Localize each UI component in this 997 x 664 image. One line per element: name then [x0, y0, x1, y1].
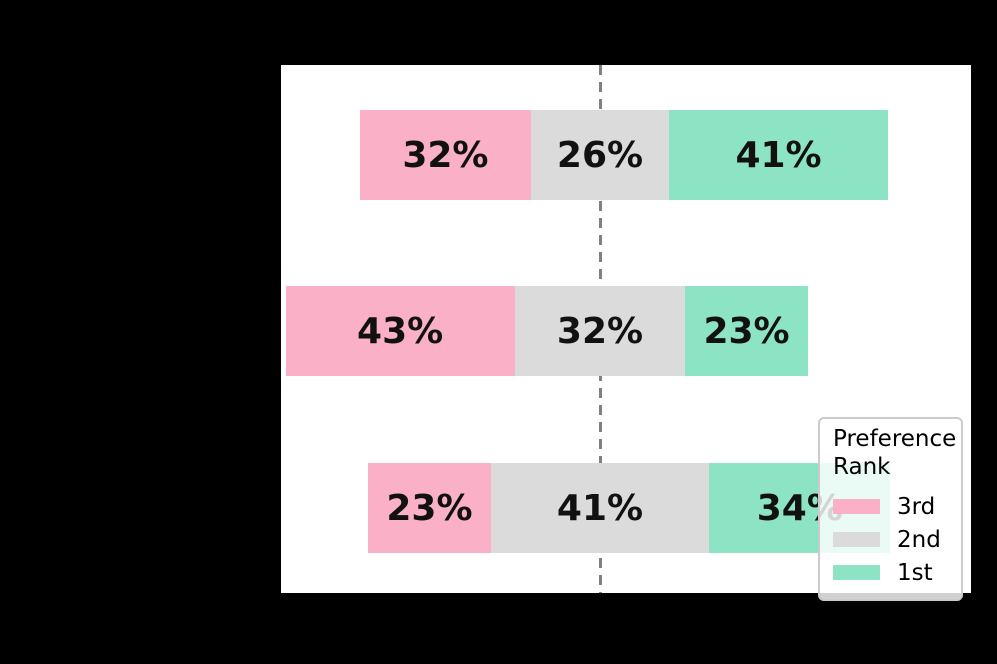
legend-swatch-icon: [833, 532, 880, 547]
legend-item-label: 2nd: [897, 526, 941, 553]
bar-segment-label: 43%: [357, 310, 444, 352]
legend-item-label: 1st: [897, 559, 933, 586]
bar-segment-label: 41%: [735, 134, 822, 176]
bar-segment-3rd: 23%: [368, 463, 491, 553]
bar-segment-3rd: 32%: [360, 110, 531, 200]
legend-title: Preference Rank: [833, 425, 961, 481]
bar-segment-1st: 23%: [685, 286, 808, 376]
bar-segment-1st: 41%: [669, 110, 888, 200]
legend-item-1st: 1st: [833, 556, 961, 589]
legend: Preference Rank 3rd 2nd 1st: [818, 417, 963, 601]
legend-item-label: 3rd: [897, 493, 936, 520]
bar-segment-label: 41%: [556, 487, 644, 529]
bar-segment-2nd: 32%: [514, 286, 686, 376]
bar-row: 43% 32% 23%: [285, 286, 808, 376]
bar-row: 23% 41% 34%: [368, 463, 891, 553]
bar-row: 32% 26% 41%: [360, 110, 888, 200]
bar-segment-label: 23%: [703, 310, 790, 352]
bar-segment-label: 32%: [402, 134, 489, 176]
bar-segment-3rd: 43%: [285, 286, 515, 376]
bar-segment-label: 26%: [556, 134, 644, 176]
legend-item-2nd: 2nd: [833, 523, 961, 556]
bar-segment-2nd: 26%: [530, 110, 670, 200]
legend-title-line1: Preference: [833, 426, 957, 452]
legend-items: 3rd 2nd 1st: [833, 490, 961, 589]
legend-item-3rd: 3rd: [833, 490, 961, 523]
bar-segment-label: 32%: [556, 310, 644, 352]
legend-title-line2: Rank: [833, 454, 891, 480]
bar-segment-label: 23%: [386, 487, 473, 529]
bar-segment-2nd: 41%: [490, 463, 710, 553]
legend-swatch-icon: [833, 499, 880, 514]
plot-area: 32% 26% 41% 43% 32% 23% 23% 41% 34% Preference R…: [281, 65, 971, 601]
legend-swatch-icon: [833, 565, 880, 580]
